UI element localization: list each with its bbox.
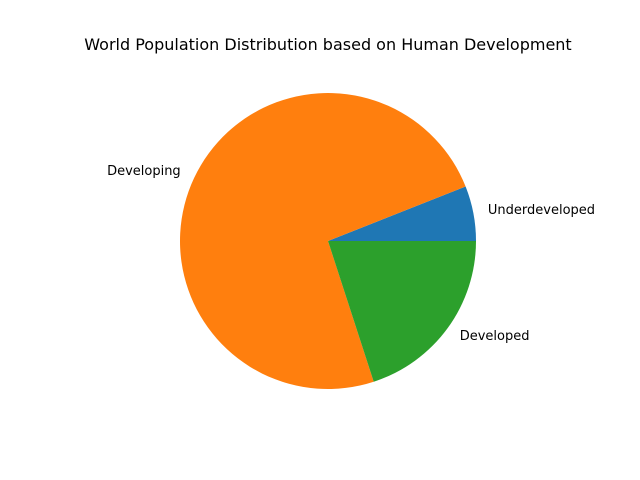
pie-label-developed: Developed: [460, 329, 530, 344]
pie-labels: Underdeveloped Developing Developed: [107, 164, 595, 344]
pie-slices: [180, 93, 476, 389]
pie-label-underdeveloped: Underdeveloped: [488, 203, 595, 218]
pie-slice-underdeveloped: [328, 186, 476, 241]
pie-label-developing: Developing: [107, 164, 181, 179]
pie-slice-developed: [328, 241, 476, 382]
pie-slice-developing: [180, 93, 466, 389]
chart-title: World Population Distribution based on H…: [84, 35, 571, 54]
